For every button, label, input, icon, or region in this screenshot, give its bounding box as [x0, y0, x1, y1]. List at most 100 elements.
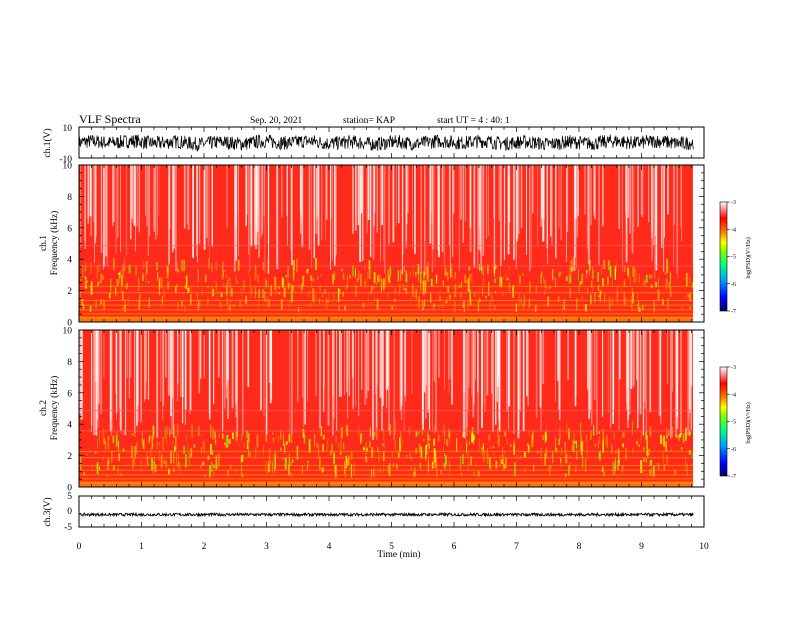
spectrogram-streak: [468, 330, 469, 412]
spectrogram-cell: [548, 467, 550, 472]
spectrogram-cell: [288, 266, 289, 277]
spectrogram-cell: [683, 433, 685, 443]
spectrogram-streak: [575, 165, 577, 219]
spectrogram-cell: [142, 276, 143, 281]
spectrogram-streak: [199, 330, 201, 393]
spectrogram-cell: [559, 272, 561, 277]
spectrogram-cell: [404, 288, 406, 290]
spectrogram-streak: [498, 330, 500, 421]
spectrogram-streak: [626, 165, 627, 225]
spectrogram-cell: [431, 279, 433, 287]
spectrogram-streak: [358, 330, 359, 416]
spectrogram-streak: [261, 165, 262, 237]
spectrogram-streak: [506, 330, 508, 412]
spectrogram-cell: [322, 293, 323, 298]
spectrogram-streak: [120, 165, 121, 252]
spectrogram-streak: [145, 165, 146, 216]
spectrogram-cell: [269, 448, 270, 462]
spectrogram-streak: [334, 165, 336, 266]
spectrogram-streak: [235, 330, 237, 403]
spectrogram-cell: [505, 457, 507, 468]
spectrogram-cell: [497, 277, 498, 279]
spectrogram-cell: [348, 455, 350, 465]
spectrogram-cell: [495, 265, 497, 269]
spectrogram-cell: [374, 272, 376, 283]
spectrogram-streak: [465, 165, 466, 221]
spectrogram-cell: [119, 272, 120, 283]
spectrogram-streak: [227, 330, 228, 388]
spectrogram-cell: [454, 295, 455, 297]
spectrogram-cell: [198, 284, 199, 290]
spectrogram-streak: [206, 165, 208, 238]
spectrogram-cell: [376, 283, 377, 285]
spectrogram-cell: [398, 270, 399, 282]
spectrogram-streak: [429, 165, 431, 244]
spectrogram-streak: [355, 165, 357, 231]
spectrogram-cell: [282, 277, 283, 287]
time-tick-label: 7: [514, 542, 519, 552]
spectrogram-streak: [352, 165, 353, 234]
spectrogram-cell: [564, 307, 565, 310]
spectrogram-streak: [126, 165, 127, 255]
spectrogram-cell: [423, 272, 425, 278]
spectrogram-cell: [437, 275, 438, 281]
spectrogram-streak: [542, 330, 544, 384]
spectrogram-cell: [636, 441, 638, 444]
spectrogram-streak: [652, 165, 653, 261]
spectrogram-streak: [339, 330, 341, 397]
spectrogram-line: [79, 286, 693, 287]
spectrogram-streak: [141, 330, 142, 423]
spectrogram-cell: [390, 267, 392, 276]
spectrogram-cell: [182, 300, 183, 307]
spectrogram-cell: [338, 443, 339, 449]
spectrogram-streak: [412, 330, 413, 394]
spectrogram-cell: [343, 443, 344, 450]
spectrogram-cell: [639, 274, 641, 283]
spectrogram-cell: [383, 463, 384, 473]
spectrogram-cell: [423, 439, 424, 442]
spectrogram-cell: [316, 442, 317, 448]
spectrogram-cell: [415, 289, 417, 299]
spectrogram-streak: [556, 165, 557, 219]
spectrogram-cell: [562, 305, 563, 311]
spectrogram-cell: [283, 434, 284, 446]
spectrogram-cell: [469, 274, 471, 280]
spectrogram-cell: [352, 265, 354, 276]
spectrogram-cell: [638, 301, 639, 304]
spectrogram-streak: [381, 165, 383, 225]
spectrogram-cell: [219, 434, 220, 438]
spectrogram-cell: [488, 453, 489, 463]
spectrogram-streak: [316, 165, 318, 220]
spectrogram-cell: [167, 267, 169, 279]
spectrogram-cell: [662, 299, 664, 305]
spectrogram-streak: [396, 165, 397, 226]
spectrogram-streak: [336, 330, 337, 431]
spectrogram-cell: [689, 307, 690, 310]
spectrogram-cell: [422, 452, 423, 457]
spectrogram-cell: [433, 439, 435, 446]
spectrogram-cell: [412, 283, 414, 297]
spectrogram-cell: [587, 289, 588, 295]
spectrogram-cell: [680, 433, 681, 438]
spectrogram-cell: [241, 288, 242, 296]
spectrogram-cell: [216, 464, 217, 469]
spectrogram-streak: [437, 165, 439, 250]
spectrogram-streak: [465, 330, 466, 392]
spectrogram-cell: [238, 260, 240, 271]
spectrogram-streak: [290, 165, 292, 251]
spectrogram-cell: [132, 434, 134, 436]
spectrogram-cell: [572, 445, 574, 451]
spectrogram-cell: [255, 270, 257, 281]
spectrogram-cell: [167, 281, 169, 289]
spectrogram-cell: [323, 435, 325, 440]
ch3-ytick-top: 5: [67, 492, 72, 502]
spectrogram-streak: [421, 165, 422, 274]
spectrogram-streak: [674, 165, 675, 225]
spectrogram-cell: [552, 451, 553, 463]
spectrogram-streak: [127, 330, 128, 378]
spectrogram-cell: [581, 273, 583, 283]
spectrogram-cell: [604, 294, 605, 303]
spectrogram-cell: [649, 427, 651, 437]
ch2-spectrogram-ytick-label: 8: [67, 358, 72, 368]
spectrogram-cell: [351, 452, 352, 460]
